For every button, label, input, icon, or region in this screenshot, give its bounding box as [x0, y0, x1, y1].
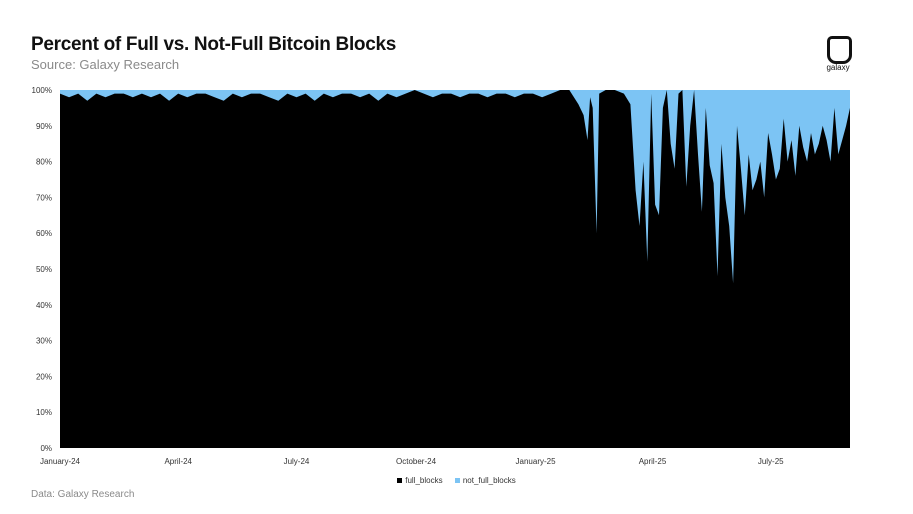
y-tick-label: 80% — [36, 158, 52, 167]
x-tick-label: April-25 — [639, 457, 667, 466]
galaxy-logo-icon — [827, 36, 852, 64]
galaxy-logo-text: galaxy — [826, 63, 850, 72]
legend-item-not-full-blocks: not_full_blocks — [454, 476, 516, 485]
legend-label-not-full-blocks: not_full_blocks — [462, 476, 516, 485]
y-tick-label: 20% — [36, 372, 52, 381]
legend-label-full-blocks: full_blocks — [405, 476, 443, 485]
y-tick-label: 40% — [36, 301, 52, 310]
x-tick-label: July-24 — [284, 457, 310, 466]
galaxy-logo: galaxy — [822, 36, 854, 76]
chart-title: Percent of Full vs. Not-Full Bitcoin Blo… — [31, 34, 397, 55]
y-tick-label: 50% — [36, 265, 52, 274]
legend-swatch-full-blocks — [397, 478, 403, 484]
x-tick-label: April-24 — [164, 457, 192, 466]
data-source-footer: Data: Galaxy Research — [31, 489, 135, 500]
y-tick-label: 0% — [40, 444, 52, 453]
x-tick-label: July-25 — [758, 457, 784, 466]
chart-subtitle: Source: Galaxy Research — [31, 57, 180, 72]
x-tick-label: January-24 — [40, 457, 81, 466]
y-tick-label: 70% — [36, 193, 52, 202]
y-tick-label: 90% — [36, 122, 52, 131]
x-tick-label: October-24 — [396, 457, 437, 466]
legend-swatch-not-full-blocks — [454, 478, 460, 484]
y-tick-label: 10% — [36, 408, 52, 417]
chart-legend: full_blocks not_full_blocks — [0, 476, 913, 485]
y-tick-label: 30% — [36, 337, 52, 346]
legend-item-full-blocks: full_blocks — [397, 476, 443, 485]
y-tick-label: 100% — [32, 86, 52, 95]
y-tick-label: 60% — [36, 229, 52, 238]
series-area-full-blocks — [60, 90, 850, 448]
x-tick-label: January-25 — [516, 457, 557, 466]
